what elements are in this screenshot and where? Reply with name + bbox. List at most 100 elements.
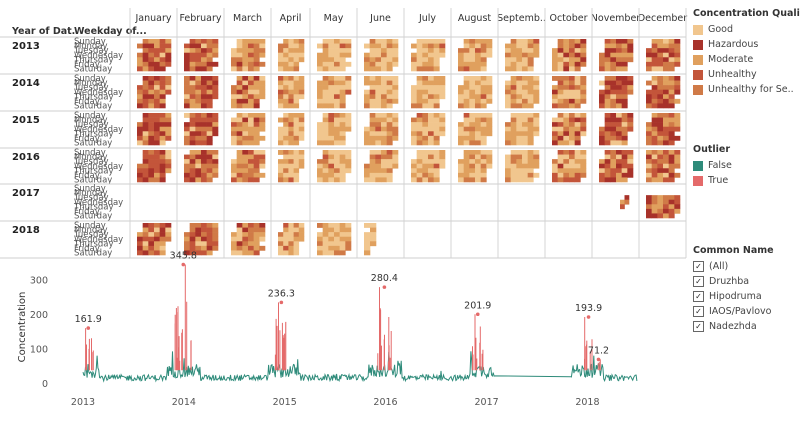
checkbox-icon[interactable]: ✓ — [693, 276, 704, 287]
heatmap-cell — [668, 168, 675, 174]
heatmap-cell — [604, 61, 611, 67]
heatmap-cell — [142, 135, 149, 141]
heatmap-cell — [486, 89, 493, 95]
filter-option[interactable]: ✓ Druzhba — [693, 274, 774, 289]
heatmap-cell — [463, 103, 470, 109]
heatmap-cell — [557, 163, 564, 169]
heatmap-cell — [317, 223, 323, 228]
heatmap-cell — [328, 131, 335, 137]
checkbox-icon[interactable]: ✓ — [693, 321, 704, 332]
heatmap-cell — [610, 89, 617, 95]
legend-item[interactable]: False — [693, 158, 732, 173]
heatmap-cell — [364, 126, 370, 132]
legend-item[interactable]: Good — [693, 22, 800, 37]
heatmap-cell — [201, 241, 207, 247]
heatmap-cell — [298, 236, 305, 242]
heatmap-cell — [195, 245, 202, 251]
heatmap-cell — [278, 245, 284, 251]
heatmap-cell — [236, 168, 243, 174]
heatmap-cell — [328, 150, 335, 155]
heatmap-cell — [328, 57, 335, 63]
heatmap-cell — [475, 135, 481, 141]
heatmap-cell — [242, 245, 249, 251]
heatmap-cell — [375, 168, 382, 174]
heatmap-cell — [510, 140, 517, 146]
legend-item[interactable]: Unhealthy — [693, 67, 800, 82]
heatmap-cell — [646, 172, 652, 178]
heatmap-cell — [278, 66, 284, 72]
heatmap-cell — [599, 168, 605, 174]
heatmap-cell — [663, 195, 669, 201]
heatmap-cell — [317, 250, 323, 256]
heatmap-cell — [283, 66, 289, 72]
heatmap-cell — [674, 135, 681, 141]
heatmap-cell — [369, 135, 376, 141]
heatmap-cell — [259, 80, 266, 86]
weekday-label: Tuesday — [73, 193, 109, 203]
heatmap-cell — [184, 98, 190, 104]
heatmap-cell — [375, 57, 382, 63]
heatmap-cell — [364, 98, 370, 104]
heatmap-cell — [663, 126, 669, 132]
heatmap-cell — [416, 126, 423, 132]
heatmap-cell — [201, 154, 207, 160]
checkbox-icon[interactable]: ✓ — [693, 291, 704, 302]
filter-option[interactable]: ✓ (All) — [693, 259, 774, 274]
legend-item[interactable]: Hazardous — [693, 37, 800, 52]
heatmap-cell — [381, 172, 387, 178]
heatmap-cell — [322, 236, 329, 242]
heatmap-cell — [651, 172, 658, 178]
heatmap-cell — [574, 163, 581, 169]
heatmap-cell — [411, 131, 417, 137]
heatmap-cell — [463, 98, 470, 104]
heatmap-cell — [428, 48, 434, 54]
filter-option[interactable]: ✓ Hipodruma — [693, 289, 774, 304]
heatmap-cell — [154, 126, 160, 132]
heatmap-cell — [422, 117, 429, 123]
heatmap-cell — [189, 140, 196, 146]
heatmap-cell — [148, 159, 155, 165]
heatmap-cell — [416, 61, 423, 67]
heatmap-cell — [610, 163, 617, 169]
heatmap-cell — [392, 159, 399, 165]
heatmap-cell — [411, 122, 417, 128]
heatmap-cell — [433, 39, 440, 44]
checkbox-icon[interactable]: ✓ — [693, 261, 704, 272]
heatmap-cell — [533, 126, 540, 132]
heatmap-cell — [663, 163, 669, 169]
heatmap-cell — [165, 113, 172, 118]
weekday-label: Wednesday — [74, 198, 123, 208]
heatmap-cell — [463, 89, 470, 95]
legend-item[interactable]: True — [693, 173, 732, 188]
checkbox-icon[interactable]: ✓ — [693, 306, 704, 317]
legend-item[interactable]: Unhealthy for Se.. — [693, 82, 800, 97]
heatmap-cell — [469, 103, 476, 109]
heatmap-cell — [527, 61, 534, 67]
heatmap-cell — [242, 154, 249, 160]
heatmap-cell — [253, 168, 260, 174]
heatmap-cell — [242, 135, 249, 141]
heatmap-cell — [189, 48, 196, 54]
heatmap-cell — [657, 122, 664, 128]
heatmap-cell — [375, 48, 382, 54]
heatmap-cell — [165, 227, 172, 233]
heatmap-cell — [580, 154, 587, 160]
heatmap-cell — [206, 48, 213, 54]
heatmap-cell — [416, 172, 423, 178]
heatmap-cell — [212, 159, 219, 165]
heatmap-cell — [334, 61, 340, 67]
heatmap-cell — [475, 154, 481, 160]
heatmap-cell — [552, 168, 558, 174]
filter-option[interactable]: ✓ IAOS/Pavlovo — [693, 304, 774, 319]
heatmap-cell — [422, 168, 429, 174]
filter-option[interactable]: ✓ Nadezhda — [693, 319, 774, 334]
heatmap-cell — [616, 80, 622, 86]
heatmap-cell — [369, 39, 376, 44]
legend-item[interactable]: Moderate — [693, 52, 800, 67]
heatmap-cell — [386, 52, 393, 58]
heatmap-cell — [242, 39, 249, 44]
heatmap-cell — [668, 195, 675, 201]
heatmap-cell — [674, 57, 681, 63]
heatmap-cell — [604, 43, 611, 49]
heatmap-cell — [259, 227, 266, 233]
